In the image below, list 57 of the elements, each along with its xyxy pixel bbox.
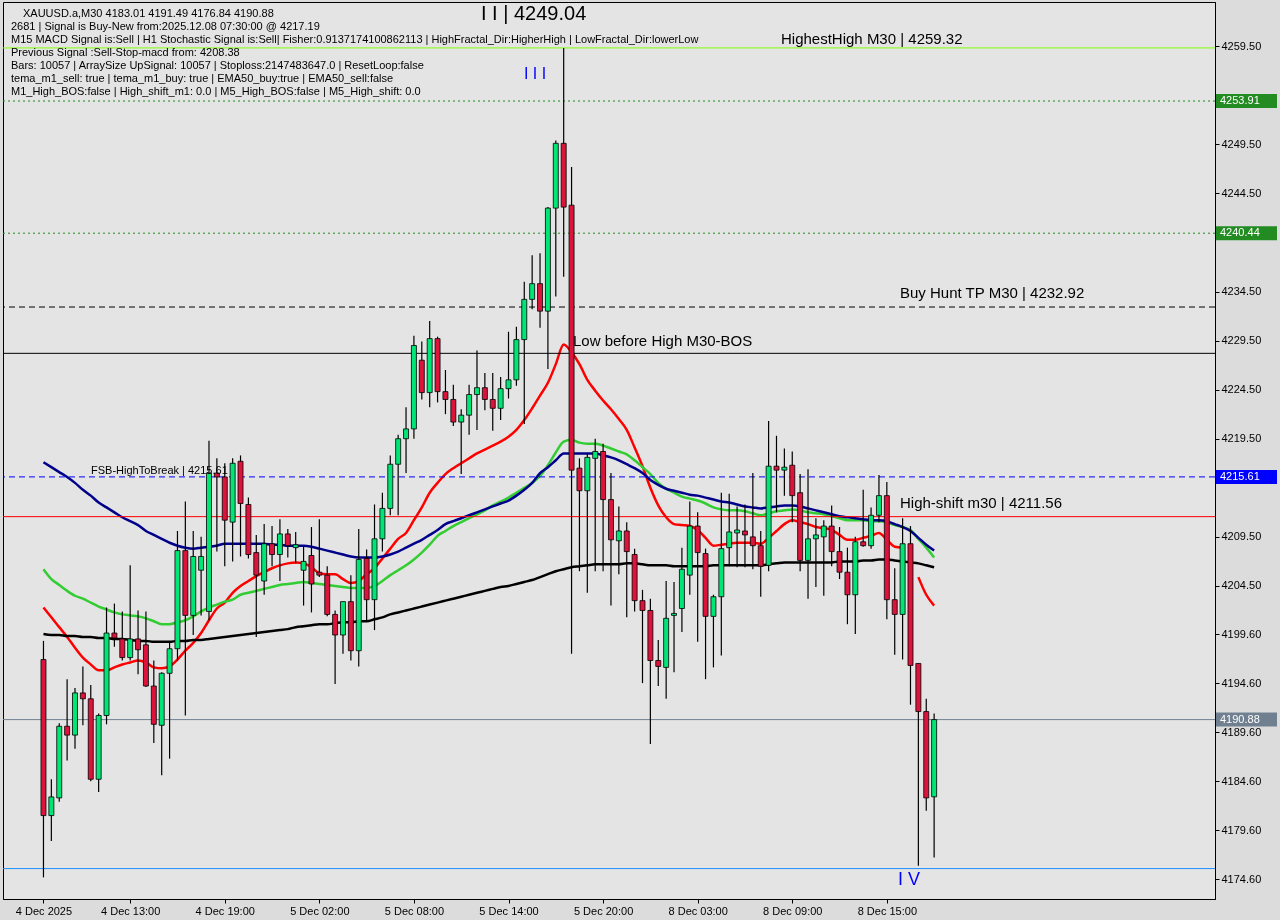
y-tick-label: 4259.50: [1221, 39, 1262, 52]
y-tick-label: 4174.60: [1221, 872, 1262, 885]
y-tick-label: 4219.50: [1221, 432, 1262, 445]
ref-line-label: Low before High M30-BOS: [573, 332, 753, 350]
y-tick-label: 4229.50: [1221, 334, 1262, 347]
candlestick: [79, 665, 86, 726]
ref-line-label: Buy Hunt TP M30 | 4232.92: [900, 284, 1085, 302]
x-tick-label: 8 Dec 09:00: [763, 904, 823, 917]
candlestick: [198, 536, 205, 616]
y-tick-label: 4194.60: [1221, 676, 1262, 689]
ref-line-label: HighestHigh M30 | 4259.32: [781, 29, 963, 47]
candlestick: [481, 372, 488, 411]
candlestick: [284, 528, 291, 559]
x-tick-label: 5 Dec 08:00: [384, 904, 445, 917]
annotation: I I | 4249.04: [481, 2, 587, 24]
annotation: I V: [897, 869, 921, 889]
y-tick-label: 4249.50: [1221, 137, 1262, 150]
annotation: I I I: [523, 65, 547, 82]
candlestick: [277, 518, 283, 582]
y-tick-label: 4199.60: [1221, 627, 1262, 640]
ref-line-label: 4190.88: [1220, 712, 1260, 725]
x-tick-label: 4 Dec 13:00: [101, 904, 161, 917]
annotation: tema_m1_sell: true | tema_m1_buy: true | EMA50_buy:true | EMA50_sell:false: [11, 72, 394, 84]
candlestick: [403, 406, 409, 474]
candlestick: [876, 474, 882, 523]
candlestick: [860, 489, 867, 548]
candlestick: [671, 581, 677, 673]
candlestick: [269, 525, 275, 567]
x-tick-label: 4 Dec 2025: [15, 904, 73, 917]
ref-line-label: 4253.91: [1220, 94, 1260, 107]
candlestick: [292, 531, 299, 564]
annotation: 2681 | Signal is Buy-New from:2025.12.08 07:30:00 @ 4217.19: [11, 20, 320, 32]
y-tick-label: 4234.50: [1221, 285, 1262, 298]
candlestick: [458, 408, 465, 475]
x-tick-label: 5 Dec 20:00: [573, 904, 634, 917]
annotation: M1_High_BOS:false | High_shift_m1: 0.0 | M5_High_BOS:false | M5_High_shift: 0.0: [11, 85, 421, 97]
y-tick-label: 4244.50: [1221, 186, 1262, 199]
y-tick-label: 4224.50: [1221, 383, 1262, 396]
x-tick-label: 8 Dec 15:00: [857, 904, 917, 917]
x-tick-label: 5 Dec 02:00: [290, 904, 350, 917]
annotation: Previous Signal :Sell-Stop-macd from: 4208.38: [11, 46, 240, 58]
ref-line-label: High-shift m30 | 4211.56: [900, 493, 1063, 511]
y-tick-label: 4184.60: [1221, 774, 1262, 787]
candlestick: [466, 384, 472, 436]
x-tick-label: 5 Dec 14:00: [479, 904, 539, 917]
x-tick-label: 4 Dec 19:00: [195, 904, 255, 917]
ref-line-label: 4240.44: [1220, 226, 1260, 239]
y-tick-label: 4179.60: [1221, 823, 1262, 836]
annotation: Bars: 10057 | ArraySize UpSignal: 10057 | Stoploss:2147483647.0 | ResetLoop:false: [11, 59, 424, 71]
y-tick-label: 4209.50: [1221, 530, 1262, 543]
chart-title: XAUUSD.a,M30 4183.01 4191.49 4176.84 4190.88: [23, 7, 274, 19]
candlestick: [64, 678, 71, 762]
y-tick-label: 4204.50: [1221, 579, 1262, 592]
x-tick-label: 8 Dec 03:00: [668, 904, 728, 917]
annotation: M15 MACD Signal is:Sell | H1 Stochastic Signal is:Sell| Fisher:0.9137174100862113 | HighFractal_Dir:HigherHigh | LowFractal_Dir:lowerLow: [11, 33, 699, 45]
y-tick-label: 4189.60: [1221, 725, 1262, 738]
ref-line-label: 4215.61: [1220, 469, 1260, 482]
